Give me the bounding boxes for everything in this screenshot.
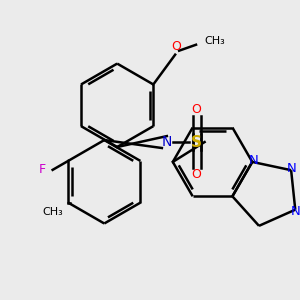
Text: S: S [191,135,202,150]
Text: O: O [192,168,202,181]
Text: N: N [248,154,258,167]
Text: N: N [290,205,300,218]
Text: N: N [287,162,297,175]
Text: CH₃: CH₃ [42,207,63,217]
Text: CH₃: CH₃ [204,36,225,46]
Text: O: O [192,103,202,116]
Text: O: O [171,40,181,53]
Text: N: N [162,135,172,149]
Text: F: F [39,164,46,176]
